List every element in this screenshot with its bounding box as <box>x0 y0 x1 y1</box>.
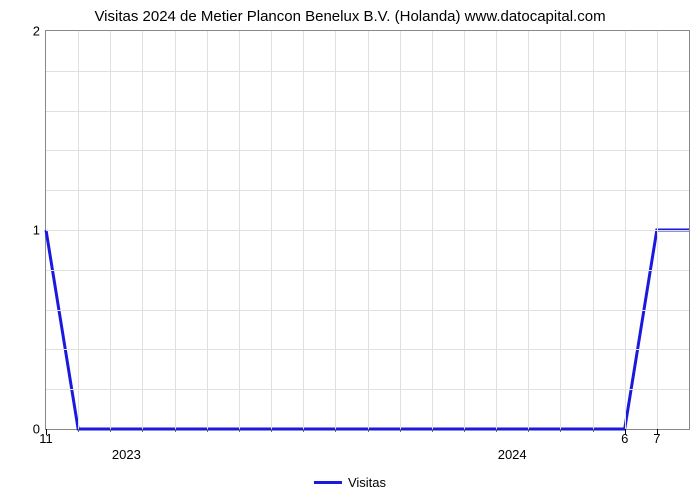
x-tick-minor <box>496 429 497 432</box>
plot-region: 012116720232024 <box>45 30 690 430</box>
x-tick-minor <box>110 429 111 432</box>
legend-label: Visitas <box>348 475 386 490</box>
x-tick-minor <box>271 429 272 432</box>
x-tick-minor <box>78 429 79 432</box>
gridline-h <box>46 111 689 112</box>
x-tick-minor <box>432 429 433 432</box>
gridline-h <box>46 150 689 151</box>
x-tick-minor <box>464 429 465 432</box>
gridline-h <box>46 389 689 390</box>
x-tick-minor <box>368 429 369 432</box>
chart-area: 012116720232024 <box>45 30 690 430</box>
gridline-h <box>46 71 689 72</box>
gridline-h <box>46 190 689 191</box>
x-tick-minor <box>207 429 208 432</box>
x-tick-minor <box>142 429 143 432</box>
gridline-h <box>46 270 689 271</box>
x-tick-label: 7 <box>653 431 660 446</box>
gridline-h <box>46 349 689 350</box>
legend-swatch <box>314 481 342 484</box>
x-tick-label: 6 <box>621 431 628 446</box>
x-tick-minor <box>303 429 304 432</box>
x-year-label: 2023 <box>112 447 141 462</box>
x-tick-label: 11 <box>39 431 53 446</box>
gridline-h <box>46 310 689 311</box>
x-tick-minor <box>593 429 594 432</box>
y-tick-label: 2 <box>33 24 40 39</box>
x-tick-minor <box>400 429 401 432</box>
x-tick-minor <box>239 429 240 432</box>
x-tick-minor <box>175 429 176 432</box>
legend: Visitas <box>314 475 386 490</box>
x-tick-minor <box>335 429 336 432</box>
y-tick-label: 1 <box>33 223 40 238</box>
gridline-h <box>46 230 689 231</box>
x-year-label: 2024 <box>498 447 527 462</box>
x-tick-minor <box>560 429 561 432</box>
x-tick-minor <box>528 429 529 432</box>
chart-title: Visitas 2024 de Metier Plancon Benelux B… <box>94 8 605 25</box>
